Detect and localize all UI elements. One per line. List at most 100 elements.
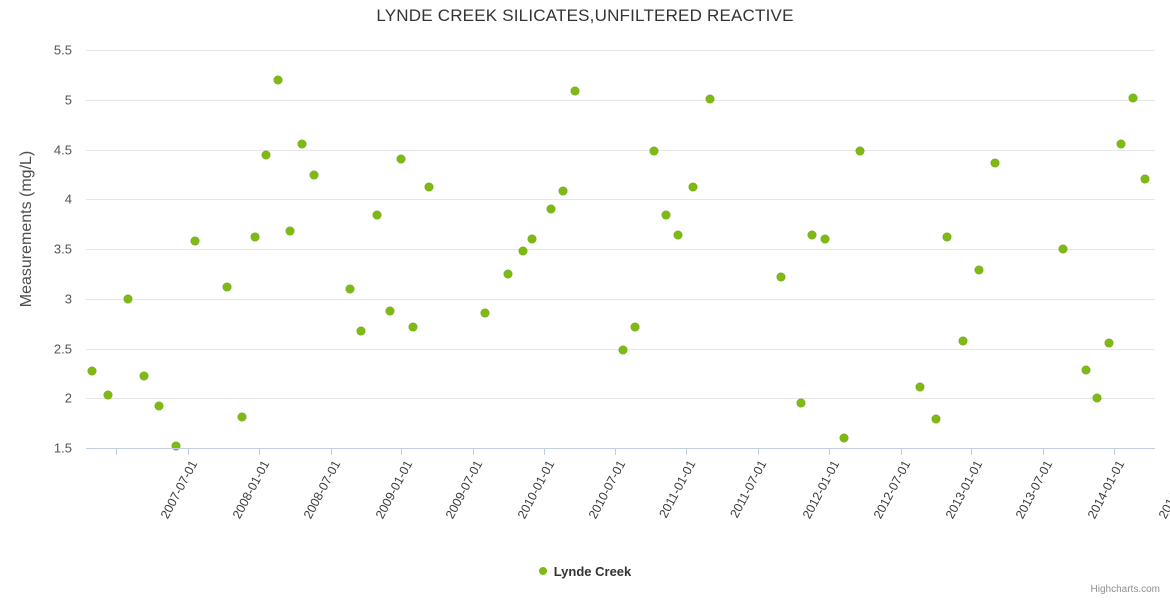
y-axis-tick-label: 5.5 <box>53 42 72 58</box>
x-axis-tick <box>116 449 117 455</box>
data-point[interactable] <box>238 413 247 422</box>
x-axis-tick <box>758 449 759 455</box>
data-point[interactable] <box>191 237 200 246</box>
data-point[interactable] <box>991 159 1000 168</box>
data-point[interactable] <box>373 211 382 220</box>
gridline <box>86 398 1155 399</box>
gridline <box>86 50 1155 51</box>
x-axis-tick-label: 2007-07-01 <box>157 458 201 522</box>
data-point[interactable] <box>274 75 283 84</box>
x-axis-tick-label: 2014-01-01 <box>1084 458 1128 522</box>
data-point[interactable] <box>519 246 528 255</box>
data-point[interactable] <box>1129 93 1138 102</box>
x-axis-tick <box>473 449 474 455</box>
x-axis-tick-label: 2008-01-01 <box>229 458 273 522</box>
y-axis-tick-label: 4 <box>64 191 72 207</box>
data-point[interactable] <box>1081 366 1090 375</box>
data-point[interactable] <box>124 294 133 303</box>
data-point[interactable] <box>481 308 490 317</box>
data-point[interactable] <box>1141 175 1150 184</box>
y-axis-tick-label: 2 <box>64 390 72 406</box>
legend-item-lynde-creek[interactable]: Lynde Creek <box>538 563 632 580</box>
x-axis-tick-label: 2010-07-01 <box>585 458 628 522</box>
data-point[interactable] <box>974 265 983 274</box>
x-axis-tick-label: 2012-01-01 <box>799 458 843 522</box>
data-point[interactable] <box>385 306 394 315</box>
data-point[interactable] <box>397 155 406 164</box>
x-axis-tick-label: 2014-07-01 <box>1155 458 1170 522</box>
x-axis-tick-label: 2012-07-01 <box>870 458 914 522</box>
x-axis-line <box>86 448 1155 449</box>
data-point[interactable] <box>527 235 536 244</box>
data-point[interactable] <box>796 399 805 408</box>
data-point[interactable] <box>250 233 259 242</box>
data-point[interactable] <box>409 322 418 331</box>
data-point[interactable] <box>1117 139 1126 148</box>
x-axis-tick <box>401 449 402 455</box>
x-axis-tick-label: 2013-07-01 <box>1013 458 1056 522</box>
data-point[interactable] <box>650 147 659 156</box>
data-point[interactable] <box>1093 394 1102 403</box>
x-axis-tick-label: 2011-01-01 <box>656 458 699 521</box>
data-point[interactable] <box>88 367 97 376</box>
data-point[interactable] <box>916 383 925 392</box>
x-axis-tick-label: 2009-07-01 <box>443 458 486 522</box>
data-point[interactable] <box>139 372 148 381</box>
data-point[interactable] <box>618 346 627 355</box>
plot-area <box>86 50 1155 450</box>
data-point[interactable] <box>931 415 940 424</box>
data-point[interactable] <box>424 183 433 192</box>
gridline <box>86 249 1155 250</box>
data-point[interactable] <box>943 233 952 242</box>
x-axis-tick <box>971 449 972 455</box>
chart-legend: Lynde Creek <box>0 563 1170 579</box>
data-point[interactable] <box>103 391 112 400</box>
x-axis-tick-label: 2013-01-01 <box>942 458 985 522</box>
x-axis-tick <box>901 449 902 455</box>
data-point[interactable] <box>1105 338 1114 347</box>
data-point[interactable] <box>222 282 231 291</box>
data-point[interactable] <box>673 231 682 240</box>
x-axis-tick <box>1043 449 1044 455</box>
data-point[interactable] <box>661 211 670 220</box>
data-point[interactable] <box>630 322 639 331</box>
legend-item-label: Lynde Creek <box>553 564 632 580</box>
data-point[interactable] <box>504 269 513 278</box>
data-point[interactable] <box>1058 245 1067 253</box>
data-point[interactable] <box>706 94 715 103</box>
data-point[interactable] <box>820 235 829 244</box>
data-point[interactable] <box>689 183 698 192</box>
data-point[interactable] <box>357 326 366 335</box>
data-point[interactable] <box>286 227 295 236</box>
x-axis-tick-label: 2008-07-01 <box>300 458 344 522</box>
data-point[interactable] <box>298 139 307 148</box>
data-point[interactable] <box>547 205 556 214</box>
data-point[interactable] <box>559 187 568 196</box>
data-point[interactable] <box>155 402 164 411</box>
gridline <box>86 100 1155 101</box>
credits-link[interactable]: Highcharts.com <box>1090 584 1160 595</box>
gridline <box>86 199 1155 200</box>
data-point[interactable] <box>262 151 271 160</box>
data-point[interactable] <box>171 442 180 450</box>
y-axis-tick-label: 4.5 <box>53 142 72 157</box>
data-point[interactable] <box>808 231 817 240</box>
data-point[interactable] <box>840 434 849 443</box>
x-axis-tick <box>615 449 616 455</box>
x-axis-tick-label: 2011-07-01 <box>727 458 770 521</box>
y-axis-tick-label: 2.5 <box>53 341 72 356</box>
x-axis-tick-label: 2009-01-01 <box>372 458 415 522</box>
data-point[interactable] <box>346 284 355 293</box>
data-point[interactable] <box>856 147 865 156</box>
legend-marker-icon <box>538 566 547 575</box>
data-point[interactable] <box>571 86 580 95</box>
data-point[interactable] <box>310 171 319 180</box>
gridline <box>86 299 1155 300</box>
data-point[interactable] <box>959 336 968 345</box>
data-point[interactable] <box>777 272 786 281</box>
x-axis-tick-label: 2010-01-01 <box>514 458 558 522</box>
y-axis-tick-label: 3.5 <box>53 241 72 257</box>
x-axis-tick <box>1114 449 1115 455</box>
gridline <box>86 150 1155 151</box>
